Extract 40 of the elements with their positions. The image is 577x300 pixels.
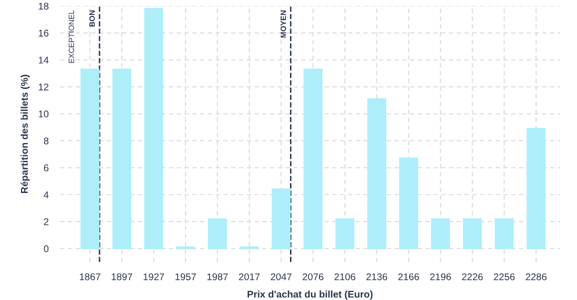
y-tick-label: 12 (38, 84, 48, 90)
x-tick-label: 2136 (366, 273, 388, 280)
y-tick-label: 2 (44, 218, 48, 226)
x-tick-label: 1927 (144, 273, 164, 280)
y-axis-title: Répartition des billets (%) (20, 74, 30, 194)
y-tick-label: 14 (38, 56, 49, 64)
x-tick-label: 2166 (398, 273, 420, 280)
x-tick-label: 1957 (175, 273, 196, 280)
x-axis-title: Prix d'achat du billet (Euro) (248, 290, 373, 300)
y-tick-label: 4 (44, 191, 49, 198)
x-tick-label: 2017 (238, 273, 260, 280)
bar (144, 8, 164, 250)
y-tick-label: 16 (38, 30, 48, 37)
bar (335, 218, 354, 250)
bar (367, 98, 386, 250)
bar (431, 218, 450, 250)
x-tick-label: 1987 (207, 273, 228, 280)
bar (494, 218, 514, 250)
x-tick-label: 2256 (494, 273, 515, 280)
bar (304, 68, 322, 250)
x-tick-label: 2196 (430, 273, 451, 280)
x-tick-label: 2106 (334, 273, 356, 280)
x-tick-label: 1867 (80, 273, 100, 280)
x-tick-label: 2047 (270, 273, 292, 280)
x-tick-label: 2286 (526, 273, 546, 280)
bar (399, 158, 418, 250)
bar (462, 218, 482, 250)
x-tick-label: 1897 (112, 273, 132, 280)
y-tick-label: 6 (44, 164, 48, 172)
y-tick-label: 10 (38, 110, 49, 118)
y-tick-label: 8 (44, 137, 48, 144)
bar (526, 128, 546, 250)
x-tick-label: 2076 (302, 273, 324, 280)
bar (112, 68, 132, 250)
y-tick-label: 18 (38, 2, 48, 10)
bar (208, 218, 227, 250)
bar (80, 68, 100, 250)
x-tick-label: 2226 (462, 273, 483, 280)
bar (272, 188, 291, 250)
y-tick-label: 0 (44, 245, 49, 252)
